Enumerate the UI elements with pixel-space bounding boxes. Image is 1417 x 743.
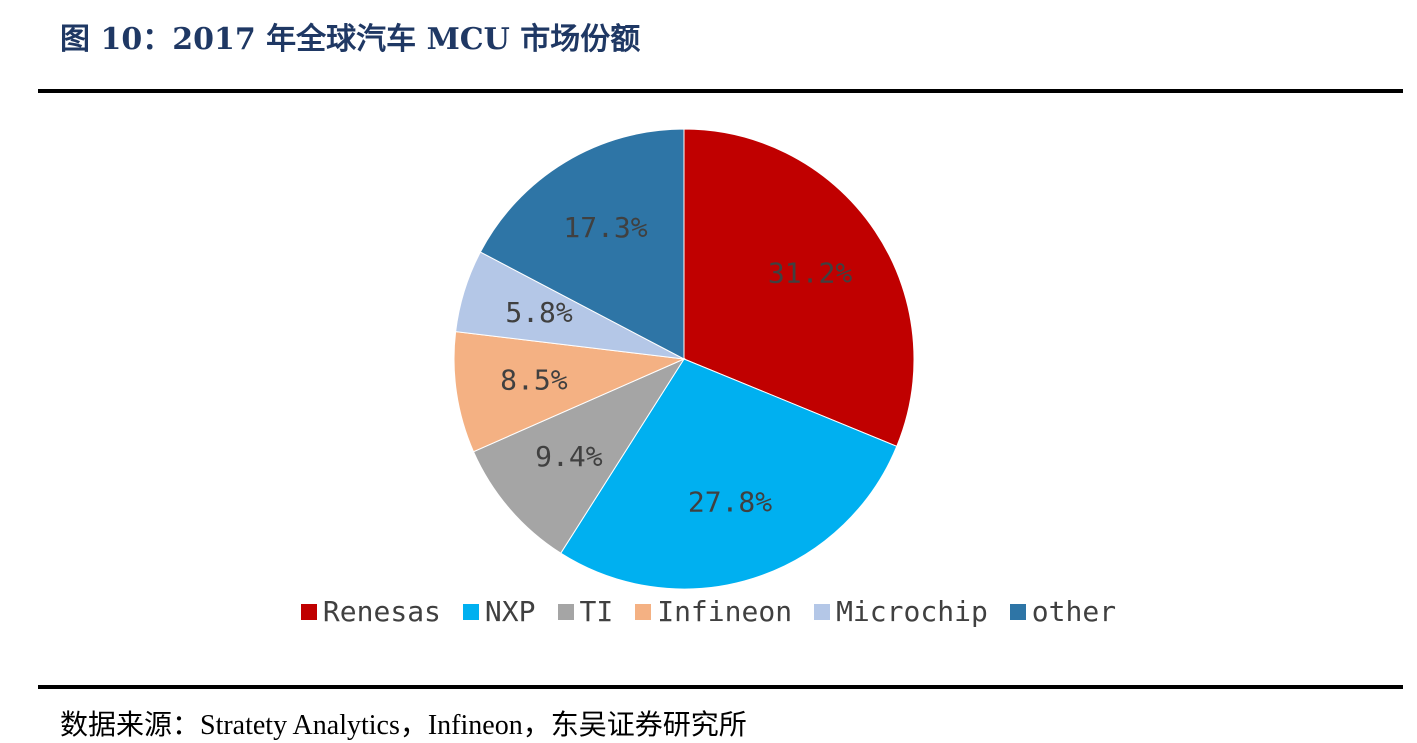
- legend-label: NXP: [484, 595, 536, 628]
- legend-swatch: [557, 603, 574, 620]
- legend-item-renesas: Renesas: [300, 595, 441, 628]
- data-label-microchip: 5.8%: [505, 296, 573, 329]
- legend-label: other: [1031, 595, 1117, 628]
- legend-swatch: [462, 603, 479, 620]
- data-label-other: 17.3%: [563, 211, 647, 244]
- pie-slices: [453, 128, 915, 590]
- legend-swatch: [814, 603, 831, 620]
- legend-item-other: other: [1009, 595, 1117, 628]
- legend-swatch: [635, 603, 652, 620]
- data-label-ti: 9.4%: [535, 440, 603, 473]
- top-rule: [38, 89, 1403, 93]
- figure-title: 图 10：2017 年全球汽车 MCU 市场份额: [60, 22, 641, 57]
- source-note: 数据来源：Stratety Analytics，Infineon，东吴证券研究所: [60, 710, 747, 741]
- legend-swatch: [300, 603, 317, 620]
- legend-item-ti: TI: [557, 595, 614, 628]
- legend-swatch: [1009, 603, 1026, 620]
- legend-item-microchip: Microchip: [814, 595, 988, 628]
- legend-item-nxp: NXP: [462, 595, 536, 628]
- pie-chart: 31.2% 27.8% 9.4% 8.5% 5.8% 17.3%: [453, 128, 915, 590]
- pie-slice-ti: [472, 357, 686, 554]
- data-label-infineon: 8.5%: [500, 363, 568, 396]
- legend-label: Renesas: [322, 595, 441, 628]
- legend-label: Infineon: [657, 595, 793, 628]
- pie-slice-nxp: [560, 358, 898, 590]
- legend-label: Microchip: [836, 595, 988, 628]
- data-label-renesas: 31.2%: [768, 256, 852, 289]
- pie-slice-renesas: [683, 128, 915, 448]
- pie-slice-infineon: [453, 331, 686, 453]
- legend-label: TI: [579, 595, 614, 628]
- pie-labels: 31.2% 27.8% 9.4% 8.5% 5.8% 17.3%: [500, 211, 852, 519]
- legend-item-infineon: Infineon: [635, 595, 792, 628]
- bottom-rule: [38, 685, 1403, 689]
- pie-slice-other: [479, 128, 685, 360]
- data-label-nxp: 27.8%: [688, 486, 772, 519]
- chart-legend: Renesas NXP TI Infineon Microchip other: [0, 595, 1417, 628]
